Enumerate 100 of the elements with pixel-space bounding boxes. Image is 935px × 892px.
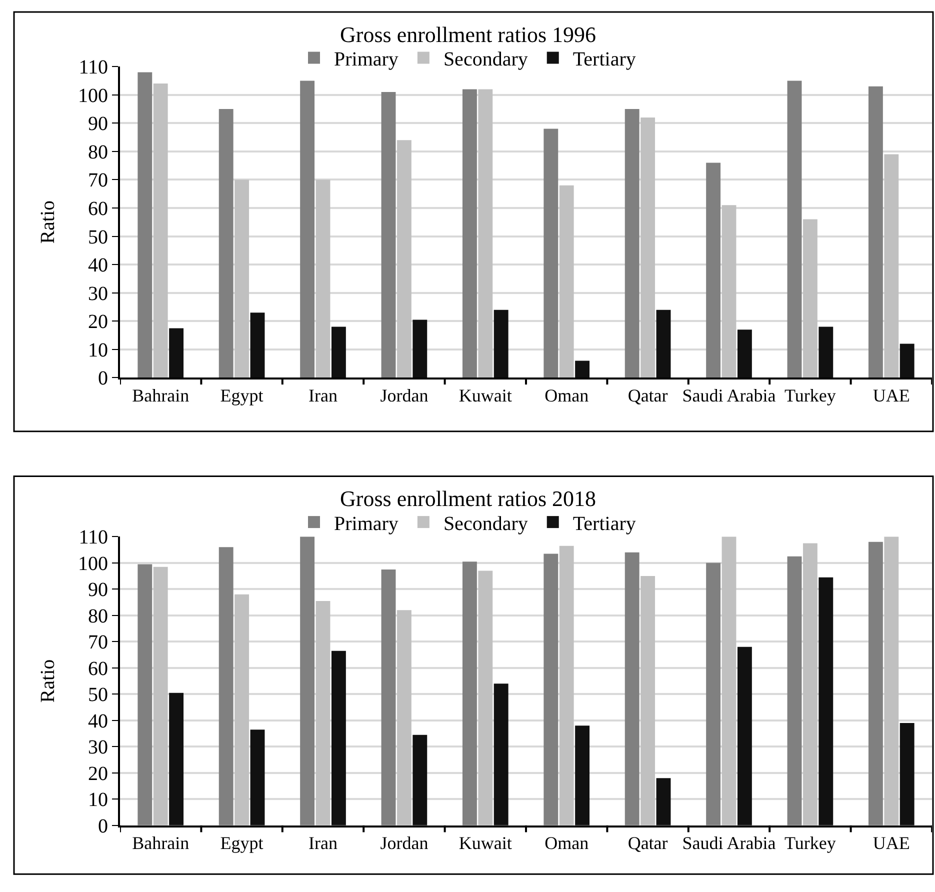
y-tick-label: 70 bbox=[88, 632, 108, 654]
x-tick-label: Saudi Arabia bbox=[682, 385, 776, 406]
y-tick-label: 20 bbox=[88, 311, 108, 334]
chart-title: Gross enrollment ratios 2018 bbox=[340, 486, 596, 511]
y-tick-label: 30 bbox=[88, 736, 108, 759]
bar bbox=[138, 72, 152, 378]
bar bbox=[624, 109, 640, 378]
y-tick-label: 10 bbox=[88, 789, 108, 812]
y-tick-label: 100 bbox=[78, 84, 108, 107]
x-tick-label: Oman bbox=[544, 385, 589, 406]
bar bbox=[478, 89, 493, 378]
bar bbox=[787, 556, 802, 826]
bar bbox=[300, 536, 315, 826]
bar bbox=[169, 692, 184, 826]
bar bbox=[381, 569, 396, 826]
bar bbox=[559, 546, 574, 826]
x-tick-label: Saudi Arabia bbox=[682, 832, 776, 853]
bar bbox=[331, 326, 346, 378]
bar bbox=[138, 564, 152, 826]
y-tick-label: 70 bbox=[88, 170, 108, 192]
bar bbox=[250, 312, 265, 378]
y-tick-label: 10 bbox=[88, 339, 108, 362]
bar bbox=[706, 162, 721, 378]
bar bbox=[706, 562, 721, 826]
bar bbox=[412, 734, 428, 826]
y-tick-label: 30 bbox=[88, 282, 108, 305]
x-tick-label: Bahrain bbox=[132, 832, 190, 853]
bar bbox=[462, 562, 477, 826]
bar bbox=[396, 610, 412, 826]
y-tick-label: 50 bbox=[88, 684, 108, 706]
bar bbox=[462, 89, 477, 378]
y-tick-label: 90 bbox=[88, 579, 108, 602]
bar bbox=[900, 723, 914, 826]
bar bbox=[316, 180, 330, 378]
bar bbox=[494, 310, 508, 378]
bar bbox=[656, 778, 671, 826]
x-tick-label: Egypt bbox=[220, 385, 264, 406]
y-tick-label: 80 bbox=[88, 605, 108, 628]
bar bbox=[153, 84, 168, 378]
bar bbox=[575, 360, 590, 378]
y-axis-title: Ratio bbox=[37, 200, 59, 244]
bar bbox=[818, 577, 834, 826]
y-tick-label: 110 bbox=[78, 56, 108, 79]
bar bbox=[802, 219, 818, 378]
bar bbox=[818, 326, 834, 378]
bar bbox=[218, 547, 234, 826]
bar bbox=[316, 600, 330, 826]
x-tick-label: Iran bbox=[308, 832, 338, 853]
bar bbox=[884, 536, 899, 826]
bar bbox=[234, 594, 250, 826]
bar bbox=[250, 730, 265, 826]
bar bbox=[381, 92, 396, 378]
y-tick-label: 90 bbox=[88, 113, 108, 136]
y-tick-label: 100 bbox=[78, 552, 108, 575]
bar bbox=[559, 185, 574, 378]
bar bbox=[544, 128, 558, 378]
bar bbox=[575, 726, 590, 826]
y-tick-label: 80 bbox=[88, 141, 108, 164]
bar bbox=[884, 154, 899, 378]
bar bbox=[868, 86, 883, 378]
bar bbox=[900, 344, 914, 378]
x-tick-label: Qatar bbox=[628, 385, 668, 406]
y-tick-label: 0 bbox=[98, 368, 108, 390]
x-tick-label: Kuwait bbox=[458, 385, 512, 406]
x-tick-label: Iran bbox=[308, 385, 338, 406]
x-tick-label: Kuwait bbox=[458, 832, 512, 853]
y-tick-label: 40 bbox=[88, 254, 108, 277]
y-tick-label: 110 bbox=[78, 526, 108, 549]
bar bbox=[153, 566, 168, 826]
bar bbox=[656, 310, 671, 378]
legend-label: Secondary bbox=[443, 48, 528, 71]
bar bbox=[396, 140, 412, 378]
bar bbox=[169, 328, 184, 378]
y-tick-label: 50 bbox=[88, 226, 108, 248]
bar bbox=[624, 552, 640, 826]
y-tick-label: 20 bbox=[88, 762, 108, 785]
y-tick-label: 60 bbox=[88, 658, 108, 680]
x-tick-label: Oman bbox=[544, 832, 589, 853]
y-tick-label: 60 bbox=[88, 198, 108, 220]
legend-label: Primary bbox=[334, 48, 398, 71]
x-tick-label: Turkey bbox=[784, 385, 836, 406]
bar bbox=[494, 684, 508, 826]
legend-label: Secondary bbox=[443, 512, 528, 535]
legend-label: Tertiary bbox=[572, 512, 636, 535]
y-tick-label: 40 bbox=[88, 710, 108, 732]
bar bbox=[544, 554, 558, 826]
x-tick-label: UAE bbox=[872, 832, 910, 853]
y-tick-label: 0 bbox=[98, 815, 108, 838]
bar bbox=[737, 330, 752, 378]
x-tick-label: Jordan bbox=[380, 832, 428, 853]
bar bbox=[640, 117, 656, 378]
x-tick-label: UAE bbox=[872, 385, 910, 406]
x-tick-label: Bahrain bbox=[132, 385, 190, 406]
bar bbox=[868, 542, 883, 826]
bar bbox=[478, 570, 493, 826]
chart-title: Gross enrollment ratios 1996 bbox=[340, 22, 596, 47]
bar bbox=[300, 80, 315, 378]
bar bbox=[331, 650, 346, 826]
y-axis-title: Ratio bbox=[37, 659, 59, 703]
legend-label: Primary bbox=[334, 512, 398, 535]
